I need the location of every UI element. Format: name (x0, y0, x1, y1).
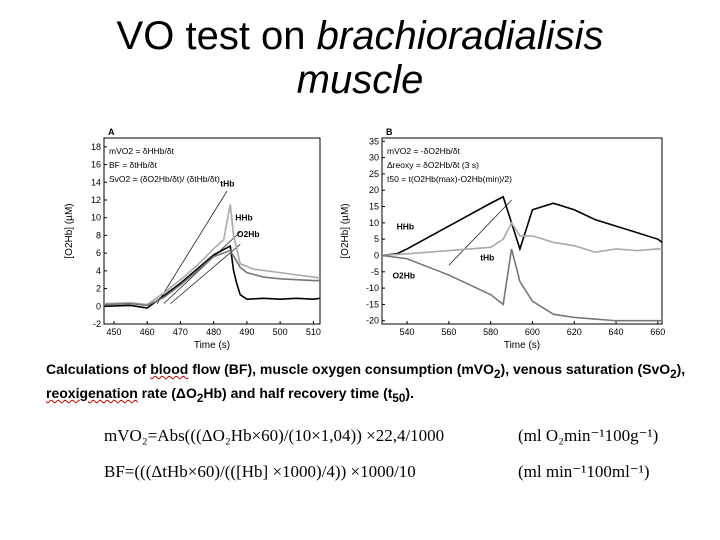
y-tick-label: 25 (369, 169, 379, 179)
y-tick-label: 4 (96, 266, 101, 276)
x-tick-label: 500 (273, 327, 288, 337)
y-tick-label: 10 (91, 213, 101, 223)
caption-part: ). (405, 384, 414, 401)
caption-part: ), (676, 361, 686, 377)
x-tick-label: 640 (609, 327, 624, 337)
y-tick-label: 10 (369, 218, 379, 228)
chart-a-svg: A -2 0 2 4 6 8 10 12 14 16 18 450 460 470 480 490 500 510 T… (64, 127, 321, 351)
panel-label: A (108, 127, 115, 137)
x-tick-label: 450 (106, 327, 121, 337)
chart-panel-a: A -2 0 2 4 6 8 10 12 14 16 18 450 460 470 480 490 500 510 T… (62, 120, 324, 352)
y-tick-label: 8 (96, 230, 101, 240)
x-tick-label: 600 (525, 327, 540, 337)
y-tick-label: 0 (374, 250, 379, 260)
plot-frame (381, 137, 663, 325)
annotation: mVO2 = -δO2Hb/δt (387, 146, 461, 156)
x-tick-label: 470 (173, 327, 188, 337)
caption-part: flow (BF), muscle oxygen consumption (mV… (188, 361, 495, 377)
caption-part: rate (ΔO (137, 384, 197, 401)
y-tick-label: -15 (366, 299, 379, 309)
caption-part: Calculations of (46, 361, 151, 377)
y-tick-label: 20 (369, 185, 379, 195)
x-tick-label: 580 (483, 327, 498, 337)
caption: Calculations of blood flow (BF), muscle … (46, 361, 686, 405)
y-axis-label: [O2Hb] (µM) (64, 203, 75, 258)
title-italic-2: muscle (296, 58, 424, 102)
series-label: tHb (220, 179, 234, 189)
y-tick-label: 14 (91, 177, 101, 187)
fit-line (448, 199, 512, 266)
series-line (381, 195, 663, 257)
formula-bf-unit: (ml min⁻¹100ml⁻¹) (518, 462, 650, 481)
title-italic-1: brachioradialisis (316, 14, 604, 58)
x-tick-label: 560 (441, 327, 456, 337)
annotation: mVO2 = δHHb/δt (109, 146, 175, 156)
series-label: HHb (397, 221, 414, 231)
panel-label: B (386, 127, 393, 137)
caption-part: Hb) and half recovery time (t (203, 384, 393, 401)
title-plain: VO test on (116, 14, 317, 58)
annotation: Δreoxy = δO2Hb/δt (3 s) (387, 160, 479, 170)
caption-part: ), venous saturation (SvO (500, 361, 671, 377)
formula-mvo2-unit: (ml O₂min⁻¹100g⁻¹) (518, 426, 659, 445)
annotation: BF = δtHb/δt (109, 160, 158, 170)
series-label: tHb (480, 252, 494, 262)
caption-blood: blood (150, 361, 189, 377)
x-axis-label: Time (s) (194, 340, 230, 351)
series-line (381, 248, 662, 322)
y-tick-label: 5 (374, 234, 379, 244)
formula-bf: BF=(((ΔtHb×60)/(([Hb] ×1000)/4)) ×1000/1… (104, 462, 416, 481)
annotation: SvO2 = (δO2Hb/δt)/ (δtHb/δt) (109, 174, 220, 184)
caption-reox: reoxigenation (46, 384, 138, 401)
x-tick-label: 540 (400, 327, 415, 337)
x-tick-label: 460 (140, 327, 155, 337)
y-tick-label: 2 (96, 284, 101, 294)
y-tick-label: 35 (369, 136, 379, 146)
y-tick-label: 15 (369, 202, 379, 212)
y-axis-label: [O2Hb] (µM) (340, 203, 351, 258)
x-tick-label: 480 (206, 327, 221, 337)
x-axis-label: Time (s) (504, 340, 540, 351)
series-label: O2Hb (237, 229, 260, 239)
x-tick-label: 660 (650, 327, 665, 337)
annotation: t50 = t(O2Hb(max)-O2Hb(min)/2) (387, 174, 512, 184)
series-line (103, 249, 320, 307)
series-line (381, 221, 662, 257)
y-tick-label: 0 (96, 301, 101, 311)
chart-b-svg: B -20 -15 -10 -5 0 5 10 15 20 25 30 35 540 560 580 600 62… (340, 127, 665, 351)
fit-line (163, 231, 241, 304)
y-tick-label: 18 (91, 142, 101, 152)
plot-frame (103, 137, 321, 325)
y-tick-label: 12 (91, 195, 101, 205)
fit-line (170, 243, 241, 304)
x-tick-label: 620 (567, 327, 582, 337)
y-tick-label: -5 (371, 267, 379, 277)
series-line (103, 204, 321, 306)
y-tick-label: 6 (96, 248, 101, 258)
y-tick-label: 30 (369, 153, 379, 163)
x-tick-label: 490 (239, 327, 254, 337)
formula-mvo2: mVO₂=Abs(((ΔO₂Hb×60)/(10×1,04)) ×22,4/10… (104, 426, 445, 445)
fit-line (156, 190, 228, 304)
y-tick-label: -20 (366, 316, 379, 326)
y-tick-label: 16 (91, 160, 101, 170)
slide-title: VO test on brachioradialisis muscle (0, 14, 720, 102)
y-tick-label: -10 (366, 283, 379, 293)
chart-panel-b: B -20 -15 -10 -5 0 5 10 15 20 25 30 35 540 560 580 600 62… (338, 120, 668, 352)
series-label: HHb (235, 212, 252, 222)
y-tick-label: -2 (93, 319, 101, 329)
x-tick-label: 510 (306, 327, 321, 337)
series-label: O2Hb (392, 270, 415, 280)
